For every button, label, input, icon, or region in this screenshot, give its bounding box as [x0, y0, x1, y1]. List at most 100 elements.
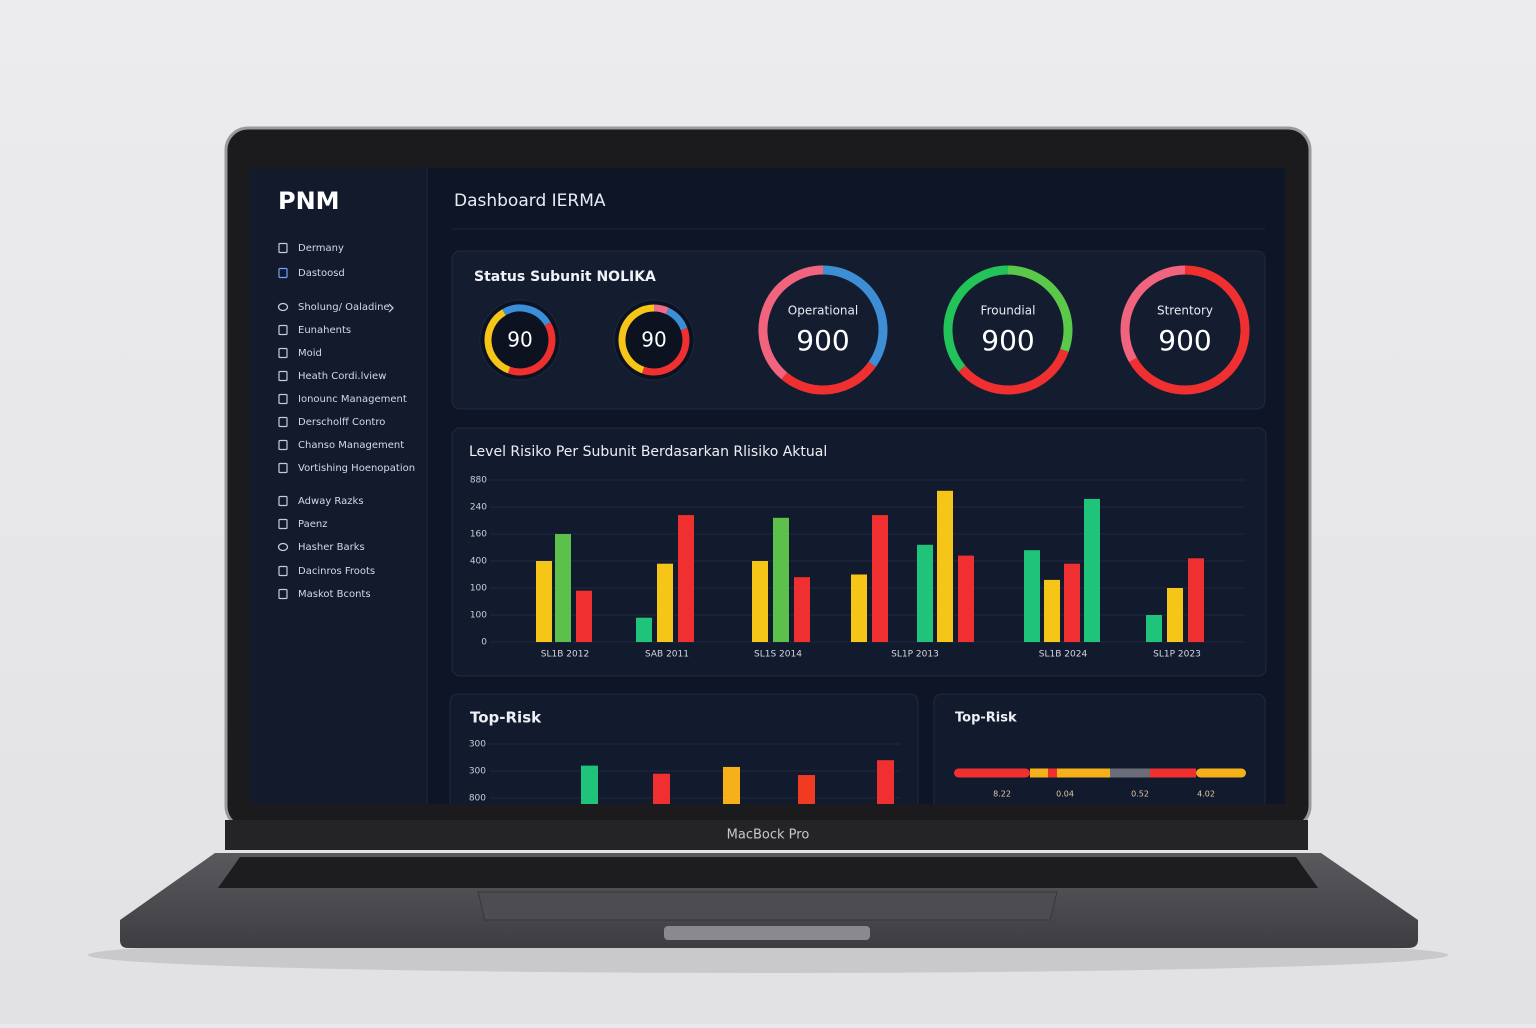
bar — [657, 563, 673, 642]
gauge-label: Strentory — [1157, 304, 1213, 318]
sidebar — [250, 168, 427, 804]
bar-segment — [1196, 768, 1246, 778]
menu-item: Vortishing Hoenopation — [298, 463, 415, 474]
bar — [773, 517, 789, 642]
bar — [653, 773, 670, 804]
menu-item: Eunahents — [298, 325, 351, 336]
bar-segment — [1030, 768, 1048, 778]
menu-icon — [278, 370, 288, 382]
gauge-ring — [958, 348, 1069, 395]
menu-icon — [278, 565, 288, 577]
gauge-value: 90 — [507, 328, 532, 352]
tick-label: 0.04 — [1056, 790, 1074, 799]
menu-icon — [278, 439, 288, 451]
gauge-ring — [1129, 265, 1250, 395]
bar — [1024, 550, 1040, 642]
gauge-value: 900 — [1158, 324, 1211, 357]
bar-segment — [954, 768, 1030, 778]
gauge-bg — [613, 299, 695, 381]
menu-item: Hasher Barks — [298, 542, 365, 553]
x-tick-label: SL1P 2013 — [891, 650, 939, 660]
bar — [851, 574, 867, 642]
menu-item: Heath Cordi.lview — [298, 371, 386, 382]
bar — [1044, 579, 1060, 642]
y-tick-label: 100 — [470, 584, 487, 594]
bar — [752, 561, 768, 642]
status-title: Status Subunit NOLIKA — [474, 269, 656, 285]
menu-icon — [278, 462, 288, 474]
gauge-label: Operational — [788, 304, 858, 318]
menu-item: Sholung/ Oaladine — [298, 302, 390, 313]
bar — [1084, 498, 1100, 642]
logo: PNM — [278, 187, 340, 215]
screen: PNM Dashboard IERMA Status Subunit NOLIK… — [250, 168, 1285, 804]
gauge-ring — [665, 307, 688, 331]
bar — [1064, 563, 1080, 642]
x-tick-label: SL1B 2024 — [1039, 650, 1088, 660]
y-tick-label: 300 — [469, 767, 486, 777]
menu-icon — [278, 495, 288, 507]
menu-item: Derscholff Contro — [298, 417, 385, 428]
bar — [794, 577, 810, 642]
gauge-ring — [484, 309, 511, 374]
y-tick-label: 300 — [469, 740, 486, 750]
menu-item: Ionounc Management — [298, 394, 407, 405]
gauge-ring — [618, 304, 655, 374]
hinge — [225, 820, 1308, 850]
chart-title: Top-Risk — [470, 709, 542, 727]
gauge-value: 900 — [796, 324, 849, 357]
bar — [798, 775, 815, 804]
menu-icon — [278, 393, 288, 405]
tick-label: 0.52 — [1131, 790, 1149, 799]
y-tick-label: 800 — [469, 794, 486, 804]
y-tick-label: 0 — [481, 638, 487, 648]
trackpad — [477, 891, 1058, 921]
bar — [1188, 558, 1204, 642]
bar — [636, 617, 652, 642]
bar — [937, 490, 953, 642]
menu-item: Chanso Management — [298, 440, 404, 451]
chart-title: Top-Risk — [955, 711, 1017, 726]
menu-item: Dastoosd — [298, 268, 345, 279]
x-tick-label: SL1S 2014 — [754, 650, 802, 660]
tick-label: 4.02 — [1197, 790, 1215, 799]
bar — [555, 534, 571, 642]
menu-icon — [277, 302, 289, 312]
device-label: MacBock Pro — [727, 828, 810, 843]
bar — [917, 544, 933, 642]
risk-panel — [451, 427, 1267, 677]
menu-item: Adway Razks — [298, 496, 364, 507]
bar — [576, 590, 592, 642]
y-tick-label: 240 — [470, 503, 487, 513]
bar — [958, 555, 974, 642]
gauge-ring — [502, 304, 551, 326]
bar-segment — [1048, 768, 1057, 778]
gauge-ring — [1007, 265, 1073, 353]
page-title: Dashboard IERMA — [454, 191, 606, 211]
y-tick-label: 160 — [470, 530, 487, 540]
gauge-value: 90 — [641, 328, 666, 352]
chart-title: Level Risiko Per Subunit Berdasarkan Rli… — [469, 444, 827, 460]
menu-icon — [278, 518, 288, 530]
menu-item: Dermany — [298, 243, 344, 254]
bar — [872, 515, 888, 642]
menu-icon — [278, 324, 288, 336]
tick-label: 8.22 — [993, 790, 1011, 799]
gauge-ring — [507, 322, 556, 376]
menu-item: Maskot Bconts — [298, 589, 371, 600]
x-tick-label: SL1P 2023 — [1153, 650, 1201, 660]
bar — [877, 760, 894, 804]
bar — [723, 766, 740, 804]
bar-segment — [1110, 768, 1150, 778]
x-tick-label: SAB 2011 — [645, 650, 689, 660]
bar — [1167, 588, 1183, 642]
bar — [1146, 615, 1162, 642]
bar-segment — [1150, 768, 1196, 778]
y-tick-label: 400 — [470, 557, 487, 567]
chevron — [388, 303, 394, 313]
gauge-ring — [1120, 265, 1186, 363]
bar-segment — [1057, 768, 1110, 778]
y-tick-label: 100 — [470, 611, 487, 621]
gauge-ring — [781, 361, 876, 395]
gauge-label: Froundial — [981, 304, 1036, 318]
